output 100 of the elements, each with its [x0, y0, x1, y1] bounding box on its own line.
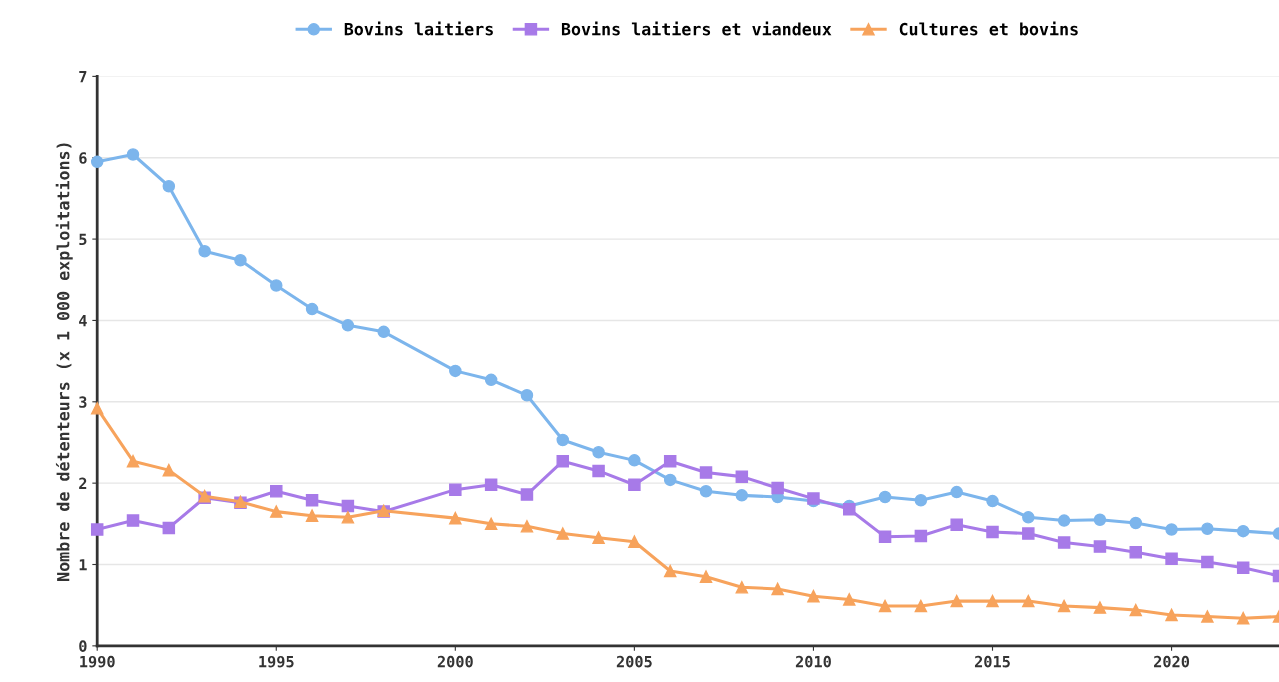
y-tick-label: 3 — [79, 396, 87, 408]
point — [520, 389, 534, 402]
point — [162, 521, 176, 535]
point — [914, 599, 928, 613]
point — [735, 489, 749, 502]
point — [484, 517, 498, 531]
point — [270, 279, 283, 292]
x-tick-label: 2015 — [974, 655, 1010, 668]
point — [771, 481, 784, 495]
point — [484, 373, 498, 387]
point — [843, 593, 856, 606]
point — [126, 454, 140, 468]
point — [90, 402, 104, 415]
point — [341, 499, 355, 513]
x-tick-label: 2010 — [795, 655, 831, 668]
x-tick-label: 2020 — [1154, 655, 1190, 668]
point — [1165, 552, 1178, 566]
point — [484, 478, 498, 492]
y-axis-title: Nombre de détenteurs (x 1 000 exploitations) — [55, 143, 73, 581]
point — [950, 518, 963, 531]
point — [914, 529, 928, 543]
point — [1057, 599, 1071, 613]
point — [449, 483, 462, 496]
point — [449, 511, 462, 525]
point — [699, 466, 713, 479]
point — [878, 599, 892, 613]
point — [663, 473, 677, 487]
point — [126, 514, 140, 527]
point — [592, 445, 605, 459]
point — [1129, 516, 1143, 530]
x-tick-label: 1995 — [259, 655, 294, 668]
point — [771, 582, 784, 596]
y-tick-label: 2 — [79, 477, 87, 489]
point — [1201, 522, 1214, 535]
point — [1129, 603, 1143, 617]
point — [663, 564, 677, 578]
point — [377, 325, 390, 339]
point — [90, 155, 104, 169]
point — [986, 525, 999, 539]
y-tick-label: 1 — [79, 559, 87, 571]
point — [1236, 561, 1250, 575]
point — [914, 493, 928, 507]
point — [1093, 513, 1107, 527]
point — [90, 523, 104, 536]
point — [198, 245, 211, 258]
point — [341, 319, 355, 332]
point — [1022, 594, 1035, 608]
point — [520, 520, 534, 533]
point — [628, 454, 641, 467]
point — [162, 179, 176, 193]
point — [270, 485, 283, 498]
point — [556, 527, 570, 540]
point — [699, 570, 713, 583]
x-tick-label: 1990 — [80, 655, 115, 668]
point — [663, 454, 677, 468]
point — [556, 454, 570, 468]
point — [1093, 601, 1107, 614]
y-tick-label: 7 — [79, 71, 87, 83]
y-tick-label: 4 — [79, 315, 87, 327]
point — [878, 490, 892, 504]
point — [592, 464, 605, 478]
y-tick-label: 6 — [79, 152, 87, 164]
point — [1022, 511, 1035, 524]
x-tick-label: 2000 — [437, 655, 473, 668]
point — [1236, 524, 1250, 538]
legend-label: Bovins laitiers — [344, 21, 493, 36]
point — [520, 488, 534, 501]
point — [234, 253, 247, 267]
y-tick-label: 5 — [79, 233, 87, 246]
point — [628, 535, 641, 548]
point — [986, 594, 999, 608]
point — [1165, 608, 1178, 622]
point — [628, 478, 641, 492]
x-tick-label: 2005 — [616, 655, 652, 668]
legend-label: Bovins laitiers et viandeux — [561, 21, 832, 36]
y-tick-label: 0 — [79, 640, 87, 652]
point — [1057, 536, 1071, 549]
point — [1201, 555, 1214, 569]
point — [735, 581, 749, 594]
point — [1022, 527, 1035, 540]
point — [699, 485, 713, 498]
point — [1129, 546, 1143, 559]
point — [986, 494, 999, 508]
point — [807, 589, 820, 603]
point — [1201, 610, 1214, 623]
point — [1165, 523, 1178, 536]
point — [162, 463, 176, 477]
point — [270, 505, 283, 518]
point — [950, 485, 963, 499]
point — [305, 302, 319, 316]
point — [556, 433, 570, 447]
point — [592, 531, 605, 544]
point — [449, 364, 462, 378]
point — [1093, 540, 1107, 553]
point — [1057, 514, 1071, 527]
point — [126, 148, 140, 161]
legend-label: Cultures et bovins — [899, 21, 1078, 36]
point — [1236, 611, 1250, 625]
point — [735, 470, 749, 483]
point — [878, 530, 892, 544]
